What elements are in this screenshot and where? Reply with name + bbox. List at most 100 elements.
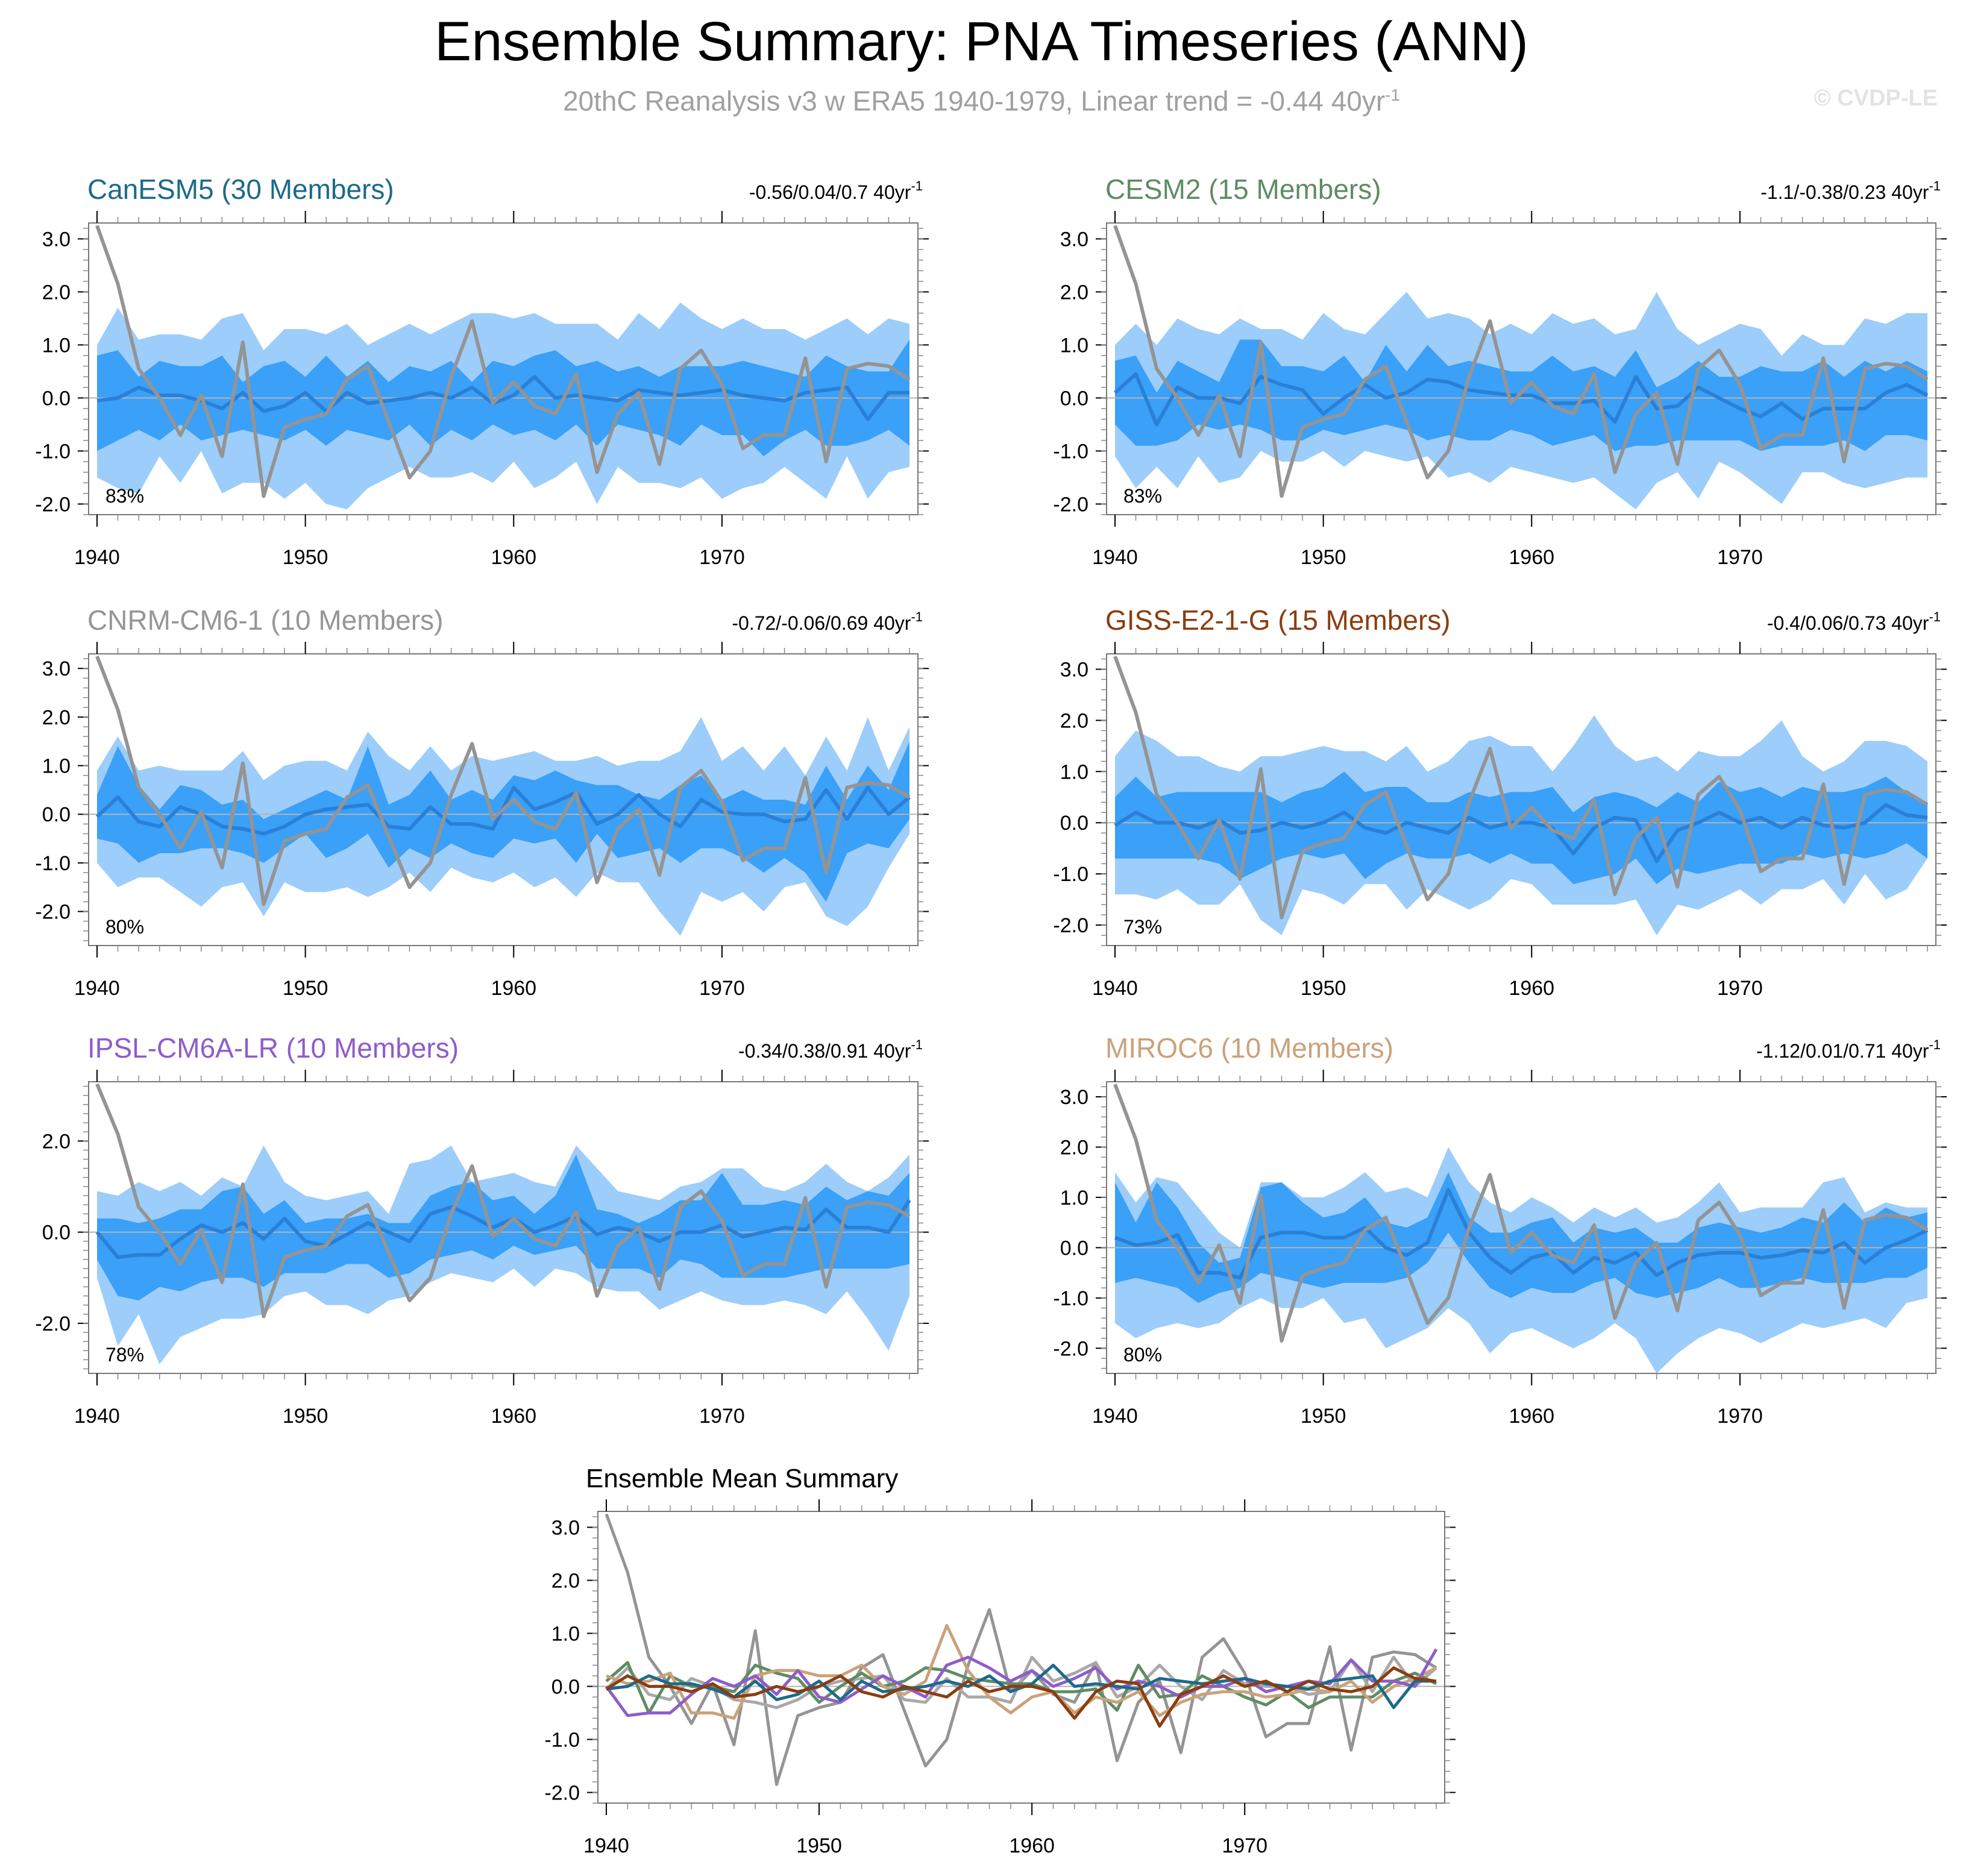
panel-title: IPSL-CM6A-LR (10 Members) bbox=[87, 1032, 459, 1064]
observations-line bbox=[1113, 1084, 1929, 1343]
panel-2: CESM2 (15 Members) -1.1/-0.38/0.23 40yr-1… bbox=[1053, 174, 1947, 569]
y-tick-label: 3.0 bbox=[551, 1516, 580, 1539]
watermark: © CVDP-LE bbox=[1814, 86, 1938, 111]
x-tick-label: 1970 bbox=[1717, 546, 1763, 569]
x-tick-label: 1960 bbox=[1509, 977, 1554, 1000]
y-tick-label: -2.0 bbox=[35, 1313, 71, 1335]
plot-frame bbox=[88, 222, 919, 515]
y-tick-label: 2.0 bbox=[42, 281, 71, 304]
plot-frame bbox=[1106, 653, 1936, 946]
y-tick-label: 0.0 bbox=[1060, 1237, 1088, 1260]
trend-text: -1.12/0.01/0.71 40yr-1 bbox=[1756, 1037, 1941, 1062]
percent-label: 80% bbox=[105, 916, 144, 938]
x-tick-label: 1970 bbox=[699, 977, 745, 1000]
y-tick-label: -2.0 bbox=[544, 1781, 580, 1804]
plot-area bbox=[89, 655, 918, 936]
plot-frame bbox=[1106, 222, 1936, 515]
y-tick-label: 1.0 bbox=[42, 334, 71, 357]
y-tick-label: -2.0 bbox=[1053, 493, 1088, 516]
plot-area bbox=[1107, 1084, 1936, 1373]
y-tick-label: 1.0 bbox=[1060, 1187, 1088, 1209]
trend-value: -1.12/0.01/0.71 40yr bbox=[1756, 1040, 1929, 1062]
series-line bbox=[605, 1648, 1438, 1718]
x-tick-label: 1940 bbox=[74, 977, 120, 1000]
y-tick-label: -1.0 bbox=[35, 852, 71, 875]
x-tick-label: 1960 bbox=[1509, 546, 1554, 569]
panel-5: IPSL-CM6A-LR (10 Members) -0.34/0.38/0.91… bbox=[35, 1032, 929, 1428]
observations-line bbox=[95, 225, 911, 498]
y-tick-label: 0.0 bbox=[1060, 387, 1088, 410]
x-tick-label: 1950 bbox=[796, 1834, 842, 1857]
subtitle-superscript: -1 bbox=[1385, 86, 1401, 104]
y-tick-label: -2.0 bbox=[1053, 914, 1088, 937]
plot-frame bbox=[597, 1511, 1445, 1804]
panel-6: MIROC6 (10 Members) -1.12/0.01/0.71 40yr-… bbox=[1053, 1032, 1947, 1428]
percent-label: 73% bbox=[1123, 916, 1162, 938]
x-tick-label: 1940 bbox=[1092, 1405, 1138, 1428]
x-tick-label: 1960 bbox=[491, 546, 536, 569]
y-tick-label: -1.0 bbox=[544, 1728, 580, 1751]
y-tick-label: 0.0 bbox=[551, 1675, 580, 1698]
series-line bbox=[606, 1623, 1437, 1720]
y-tick-label: 2.0 bbox=[42, 706, 71, 729]
y-tick-label: -1.0 bbox=[1053, 1287, 1088, 1310]
x-tick-label: 1950 bbox=[283, 546, 328, 569]
y-tick-label: 0.0 bbox=[1060, 812, 1088, 835]
x-tick-label: 1950 bbox=[283, 977, 328, 1000]
y-tick-label: -1.0 bbox=[1053, 863, 1088, 886]
x-tick-label: 1950 bbox=[1301, 1405, 1346, 1428]
panel-title: MIROC6 (10 Members) bbox=[1105, 1032, 1393, 1064]
percent-label: 83% bbox=[105, 485, 144, 507]
panel-3: CNRM-CM6-1 (10 Members) -0.72/-0.06/0.69 … bbox=[35, 604, 929, 1000]
y-tick-label: 2.0 bbox=[551, 1569, 580, 1592]
y-tick-label: 3.0 bbox=[1060, 658, 1088, 681]
trend-text: -0.34/0.38/0.91 40yr-1 bbox=[738, 1037, 923, 1062]
summary-title: Ensemble Mean Summary bbox=[586, 1464, 898, 1493]
x-tick-label: 1940 bbox=[1092, 546, 1138, 569]
x-tick-label: 1960 bbox=[491, 1405, 536, 1428]
y-tick-label: -2.0 bbox=[35, 901, 71, 924]
x-tick-label: 1950 bbox=[283, 1405, 328, 1428]
plot-frame bbox=[88, 1081, 919, 1374]
y-tick-label: 1.0 bbox=[1060, 761, 1088, 783]
observations-line bbox=[1113, 656, 1929, 920]
y-tick-label: 3.0 bbox=[1060, 1086, 1088, 1109]
series-line bbox=[605, 1661, 1437, 1714]
plot-frame bbox=[88, 653, 919, 946]
x-tick-label: 1970 bbox=[1717, 1405, 1763, 1428]
trend-value: -0.34/0.38/0.91 40yr bbox=[738, 1040, 911, 1062]
trend-text: -0.72/-0.06/0.69 40yr-1 bbox=[732, 609, 923, 634]
trend-text: -1.1/-0.38/0.23 40yr-1 bbox=[1760, 178, 1941, 203]
trend-superscript: -1 bbox=[1929, 609, 1941, 624]
y-tick-label: 1.0 bbox=[551, 1622, 580, 1645]
panel-title: CNRM-CM6-1 (10 Members) bbox=[87, 604, 443, 636]
x-tick-label: 1960 bbox=[1009, 1834, 1055, 1857]
y-tick-label: -1.0 bbox=[1053, 440, 1088, 463]
trend-text: -0.56/0.04/0.7 40yr-1 bbox=[749, 178, 923, 203]
x-tick-label: 1940 bbox=[74, 546, 120, 569]
panel-title: GISS-E2-1-G (15 Members) bbox=[1105, 604, 1451, 636]
trend-value: -0.4/0.06/0.73 40yr bbox=[1767, 612, 1929, 634]
y-tick-label: 2.0 bbox=[1060, 709, 1088, 732]
y-tick-label: 0.0 bbox=[42, 387, 71, 410]
x-tick-label: 1970 bbox=[699, 1405, 745, 1428]
trend-value: -0.56/0.04/0.7 40yr bbox=[749, 181, 911, 203]
y-tick-label: 3.0 bbox=[1060, 228, 1088, 251]
band-25-75-percentile bbox=[1115, 771, 1927, 885]
y-tick-label: 1.0 bbox=[42, 755, 71, 778]
y-tick-label: -2.0 bbox=[35, 493, 71, 516]
y-tick-label: 0.0 bbox=[42, 803, 71, 826]
panel-title: CESM2 (15 Members) bbox=[1105, 174, 1381, 205]
trend-superscript: -1 bbox=[911, 178, 923, 193]
y-tick-label: 2.0 bbox=[1060, 281, 1088, 304]
page-title: Ensemble Summary: PNA Timeseries (ANN) bbox=[435, 11, 1528, 72]
y-tick-label: 1.0 bbox=[1060, 334, 1088, 357]
y-tick-label: 0.0 bbox=[42, 1222, 71, 1244]
observations-line bbox=[95, 1083, 911, 1319]
y-tick-label: 3.0 bbox=[42, 228, 71, 251]
subtitle-text: 20thC Reanalysis v3 w ERA5 1940-1979, Li… bbox=[562, 85, 1386, 117]
trend-superscript: -1 bbox=[1929, 178, 1941, 193]
x-tick-label: 1950 bbox=[1301, 546, 1346, 569]
trend-superscript: -1 bbox=[1929, 1037, 1941, 1052]
